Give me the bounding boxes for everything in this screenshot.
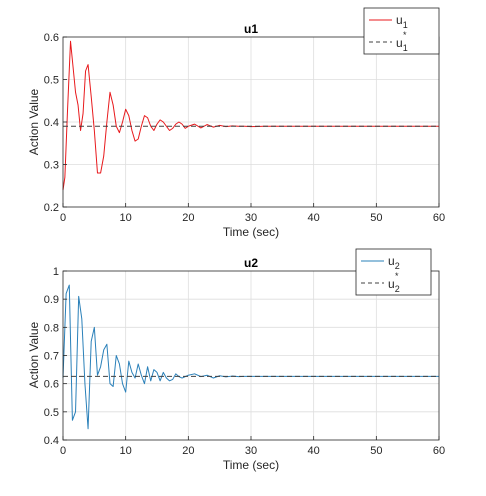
legend-entry-u1-star-name: u [396, 36, 403, 50]
legend-box-u1 [363, 7, 440, 55]
legend-entry-u2-star-sub: 2 [395, 284, 400, 294]
series-group-u1 [62, 40, 439, 191]
legend-entry-u1-star-sup: * [403, 30, 407, 40]
y-tick-label: 0.2 [44, 202, 59, 214]
grid-u2 [63, 271, 439, 440]
x-tick-label: 0 [60, 212, 66, 224]
y-tick-label: 0.6 [44, 379, 59, 391]
legend-entry-u2-sub: 2 [395, 261, 400, 271]
legend-entry-u2-star-sup: * [395, 271, 399, 281]
legend-entry-u2-star-name: u [388, 277, 395, 291]
legend-entry-u2-star: u2 * [388, 271, 400, 294]
x-tick-label: 60 [433, 212, 445, 224]
legend-entry-u1-name: u [396, 13, 403, 27]
ticks-u1: 0 10 20 30 40 50 60 0.2 0.3 0.4 0.5 0.6 [44, 32, 445, 224]
y-axis-label-u2: Action Value [27, 321, 41, 388]
x-tick-label: 10 [120, 212, 132, 224]
series-group-u2 [62, 284, 439, 430]
x-tick-label: 20 [182, 445, 194, 457]
legend-u1: u1 u1* [363, 7, 440, 55]
x-axis-label-u1: Time (sec) [223, 225, 279, 239]
y-tick-label: 0.3 [44, 160, 59, 172]
y-tick-label: 0.7 [44, 351, 59, 363]
x-tick-label: 30 [245, 212, 257, 224]
legend-u2: u2 u2* [355, 248, 432, 296]
y-tick-label: 0.6 [44, 32, 59, 44]
x-tick-label: 10 [120, 445, 132, 457]
legend-entry-u1-sub: 1 [403, 20, 408, 30]
legend-entry-u1-star: u1 * [396, 30, 408, 53]
y-tick-label: 0.4 [44, 435, 59, 447]
legend-entry-u2-name: u [388, 254, 395, 268]
legend-entry-u2: u2 [388, 254, 400, 271]
chart-u1: 0 10 20 30 40 50 600.20.30.40.50.6 u1 Time (se… [27, 7, 445, 239]
chart-u2: 0 10 20 30 40 50 600.40.50.60.70.80.91 u2 Time… [27, 248, 445, 472]
x-tick-label: 0 [60, 445, 66, 457]
grid-u1 [63, 37, 439, 207]
y-axis-label-u1: Action Value [27, 88, 41, 155]
legend-entry-u1-star-sub: 1 [403, 43, 408, 53]
x-tick-label: 40 [308, 212, 320, 224]
y-tick-label: 0.5 [44, 407, 59, 419]
chart-title-u1: u1 [244, 22, 258, 36]
x-tick-label: 60 [433, 445, 445, 457]
x-tick-label: 30 [245, 445, 257, 457]
legend-box-u2 [355, 248, 432, 296]
y-tick-label: 0.8 [44, 322, 59, 334]
x-tick-label: 40 [308, 445, 320, 457]
x-tick-label: 50 [370, 445, 382, 457]
y-tick-label: 0.9 [44, 294, 59, 306]
x-axis-label-u2: Time (sec) [223, 458, 279, 472]
x-tick-label: 50 [370, 212, 382, 224]
y-tick-label: 0.4 [44, 117, 59, 129]
ticks-u2: 0 10 20 30 40 50 60 0.4 0.5 0.6 0.7 0.8 0.9 1 [44, 266, 445, 457]
y-tick-label: 1 [53, 266, 59, 278]
chart-title-u2: u2 [244, 256, 258, 270]
legend-entry-u1: u1 [396, 13, 408, 30]
x-tick-label: 20 [182, 212, 194, 224]
y-tick-label: 0.5 [44, 75, 59, 87]
